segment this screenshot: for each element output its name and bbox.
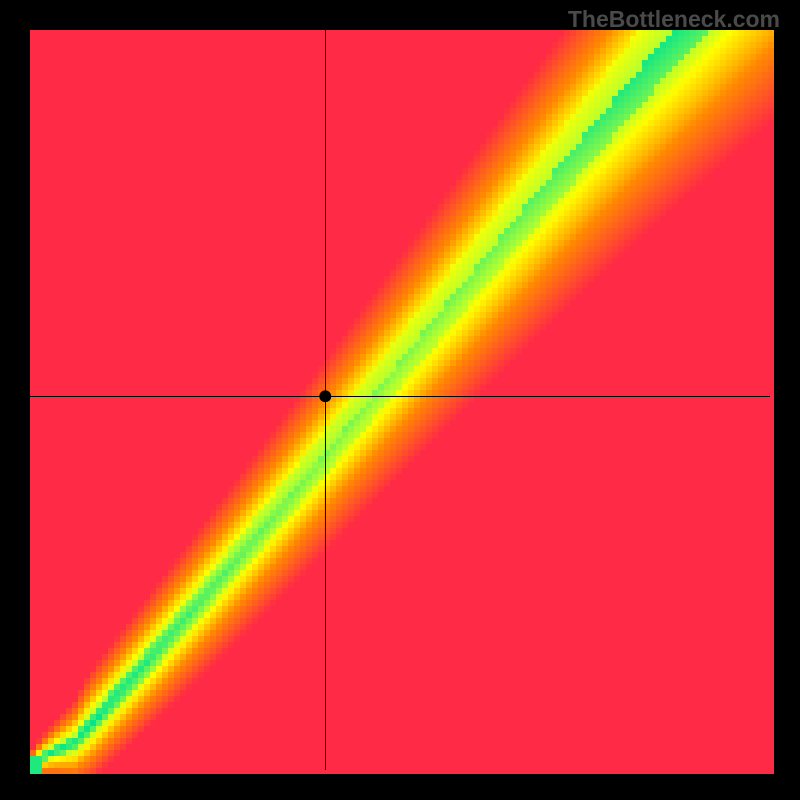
chart-container: TheBottleneck.com	[0, 0, 800, 800]
heatmap-canvas	[0, 0, 800, 800]
watermark-label: TheBottleneck.com	[568, 6, 780, 33]
